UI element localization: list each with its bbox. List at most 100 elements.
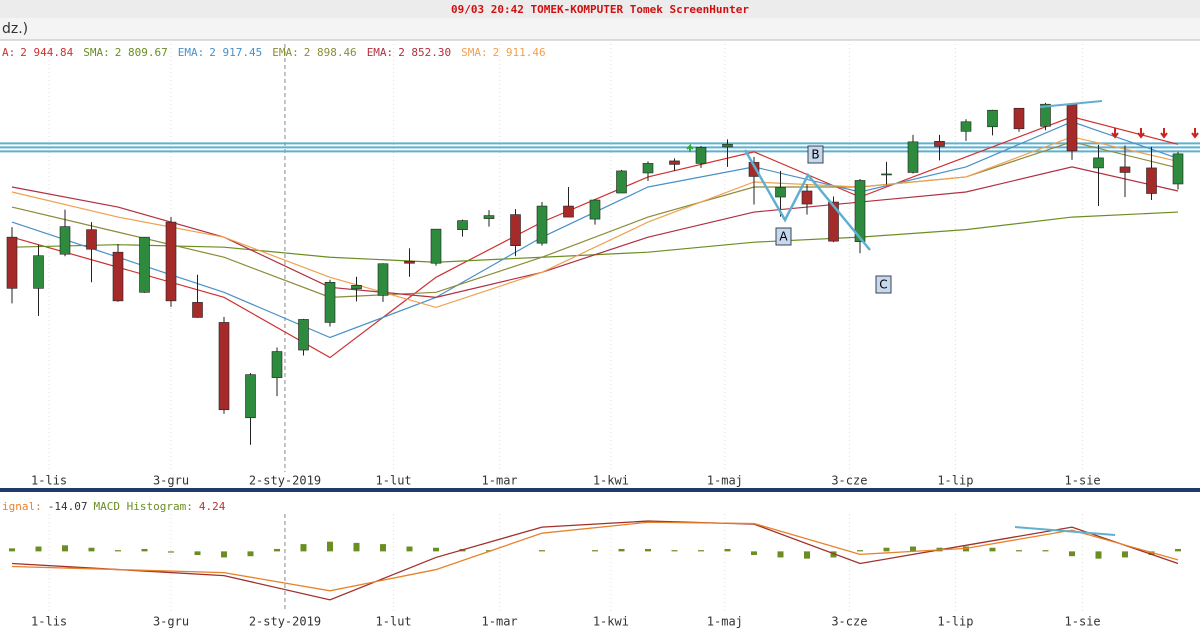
sell-arrow	[1160, 128, 1168, 139]
legend-name: EMA:	[367, 46, 394, 59]
histogram-bar	[1069, 551, 1075, 557]
histogram-bar	[327, 541, 333, 552]
sell-arrow	[1137, 128, 1145, 139]
candle-body	[854, 180, 866, 242]
x-tick-label: 3-gru	[153, 474, 189, 488]
candle-body	[722, 144, 733, 148]
corner-text: dz.)	[2, 21, 28, 37]
histogram-bar	[194, 551, 201, 556]
candle-body	[6, 236, 18, 289]
x-tick-label: 3-cze	[831, 615, 867, 629]
legend-name: SMA:	[83, 46, 110, 59]
panel-separator	[0, 488, 1200, 492]
annotation: B	[811, 148, 819, 162]
histogram-bar	[1016, 550, 1022, 552]
histogram-bar	[698, 550, 704, 552]
candle-body	[987, 109, 998, 128]
candle-body	[642, 163, 654, 174]
candle-body	[245, 374, 256, 419]
histogram-bar	[433, 547, 439, 552]
title-bar	[0, 0, 1200, 18]
histogram-bar	[910, 546, 916, 552]
candle-body	[33, 255, 44, 289]
macd-legend: MACD Histogram:	[94, 500, 193, 513]
histogram-bar	[274, 548, 280, 552]
histogram-bar	[247, 551, 254, 557]
x-tick-label: 3-gru	[153, 615, 189, 629]
x-tick-label: 1-lis	[31, 615, 67, 629]
legend-value: 2 944.84	[20, 46, 73, 59]
x-tick-label: 1-kwi	[593, 615, 629, 629]
candle-body	[536, 205, 548, 244]
histogram-bar	[645, 548, 651, 552]
candle-body	[1013, 107, 1025, 130]
candle-body	[271, 351, 283, 378]
candle-body	[1093, 157, 1104, 169]
x-tick-label: 1-sie	[1065, 474, 1101, 488]
legend-name: A:	[2, 46, 15, 59]
histogram-bar	[804, 551, 810, 559]
legend-name: EMA:	[178, 46, 205, 59]
legend-value: 2 809.67	[115, 46, 168, 59]
x-tick-label: 1-lis	[31, 474, 67, 488]
candle-body	[1066, 103, 1078, 152]
annotation-box	[875, 275, 892, 294]
window-title: 09/03 20:42 TOMEK-KOMPUTER Tomek ScreenH…	[451, 3, 749, 16]
candle-body	[907, 141, 919, 173]
x-tick-label: 3-cze	[831, 474, 867, 488]
candle-body	[828, 201, 839, 242]
candle-body	[775, 187, 786, 198]
x-tick-label: 2-sty-2019	[249, 474, 321, 488]
candle-body	[748, 162, 760, 177]
candle-body	[377, 263, 389, 296]
histogram-bar	[141, 548, 148, 552]
candle-body	[695, 147, 707, 164]
candle-body	[112, 251, 124, 302]
histogram-bar	[221, 551, 227, 558]
candle-body	[298, 319, 309, 351]
ma-line	[11, 166, 1179, 298]
candle-body	[589, 199, 601, 220]
toolbar	[0, 18, 1200, 40]
histogram-bar	[88, 547, 95, 552]
candle-body	[1119, 166, 1131, 173]
plot: 1-lis 1-lis 3-gru 3-gru 2-sty-2019 2-sty-2019…	[0, 44, 1200, 629]
histogram-bar	[618, 548, 625, 552]
histogram-bar	[830, 551, 837, 558]
x-tick-label: 1-maj	[707, 474, 743, 488]
histogram-bar	[1148, 551, 1155, 556]
candle-body	[139, 236, 150, 293]
histogram-bar	[671, 550, 678, 552]
annotation: A	[779, 230, 788, 244]
ma-line	[11, 136, 1179, 309]
legend-value: 2 911.46	[493, 46, 546, 59]
candle-body	[1146, 167, 1157, 194]
histogram-bar	[380, 544, 386, 552]
sell-arrow	[1111, 128, 1119, 139]
histogram-bar	[1175, 548, 1181, 552]
trend-line	[1039, 100, 1103, 108]
macd-legend: ignal:	[2, 500, 42, 513]
candle-body	[457, 220, 468, 230]
histogram-bar	[883, 547, 890, 552]
histogram-bar	[115, 550, 121, 552]
candle-body	[218, 322, 230, 411]
buy-arrow	[686, 143, 694, 152]
sell-arrow	[1191, 128, 1199, 139]
candle-body	[801, 190, 813, 205]
macd-legend: -14.07	[48, 500, 88, 513]
macd-line	[11, 520, 1179, 601]
histogram-bar	[406, 546, 413, 552]
histogram-bar	[777, 551, 784, 558]
candle-body	[404, 260, 415, 264]
x-tick-label: 1-lut	[376, 615, 412, 629]
annotation-box	[775, 227, 792, 246]
trend-line	[1014, 526, 1116, 536]
histogram-bar	[353, 542, 360, 552]
histogram-bar	[539, 550, 545, 552]
x-tick-label: 2-sty-2019	[249, 615, 321, 629]
histogram-bar	[62, 545, 68, 552]
x-tick-label: 1-mar	[482, 474, 518, 488]
histogram-bar	[1122, 551, 1128, 558]
candle-body	[324, 282, 336, 323]
